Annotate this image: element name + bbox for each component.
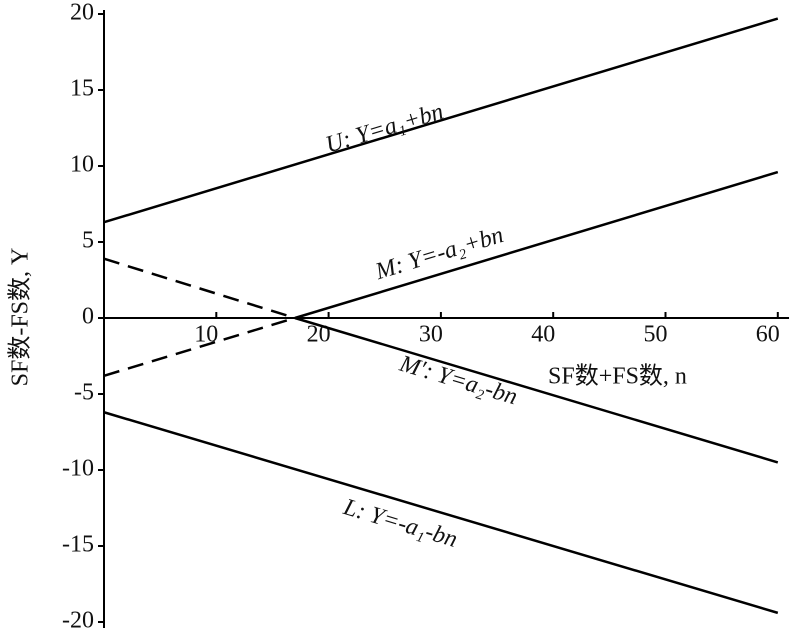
line-label: M′: Y=a₂-bn [396, 351, 520, 411]
y-tick-label: -5 [74, 380, 94, 406]
y-tick-label: 20 [70, 0, 94, 26]
y-tick-label: 10 [70, 152, 94, 178]
y-tick-label: -15 [62, 532, 94, 558]
line [103, 257, 296, 320]
line [294, 316, 779, 464]
y-tick-label: 5 [82, 228, 94, 254]
line [103, 411, 779, 615]
line-label: M: Y=-a₂+bn [372, 222, 507, 285]
y-axis-label: SF数-FS数, Y [7, 248, 34, 387]
line-label: U: Y=a₁+bn [323, 99, 447, 159]
y-tick-label: -10 [62, 456, 94, 482]
x-tick-label: 50 [644, 322, 668, 348]
x-tick-label: 60 [756, 322, 780, 348]
y-tick-label: 0 [82, 304, 94, 330]
line [103, 17, 779, 224]
line [294, 170, 779, 320]
y-tick-label: 15 [70, 76, 94, 102]
y-tick-label: -20 [62, 608, 94, 634]
x-axis-label: SF数+FS数, n [548, 363, 687, 390]
line-label: L: Y=-a₁-bn [340, 494, 461, 553]
line [103, 316, 296, 377]
x-tick-label: 40 [531, 322, 555, 348]
x-tick-label: 30 [419, 322, 443, 348]
